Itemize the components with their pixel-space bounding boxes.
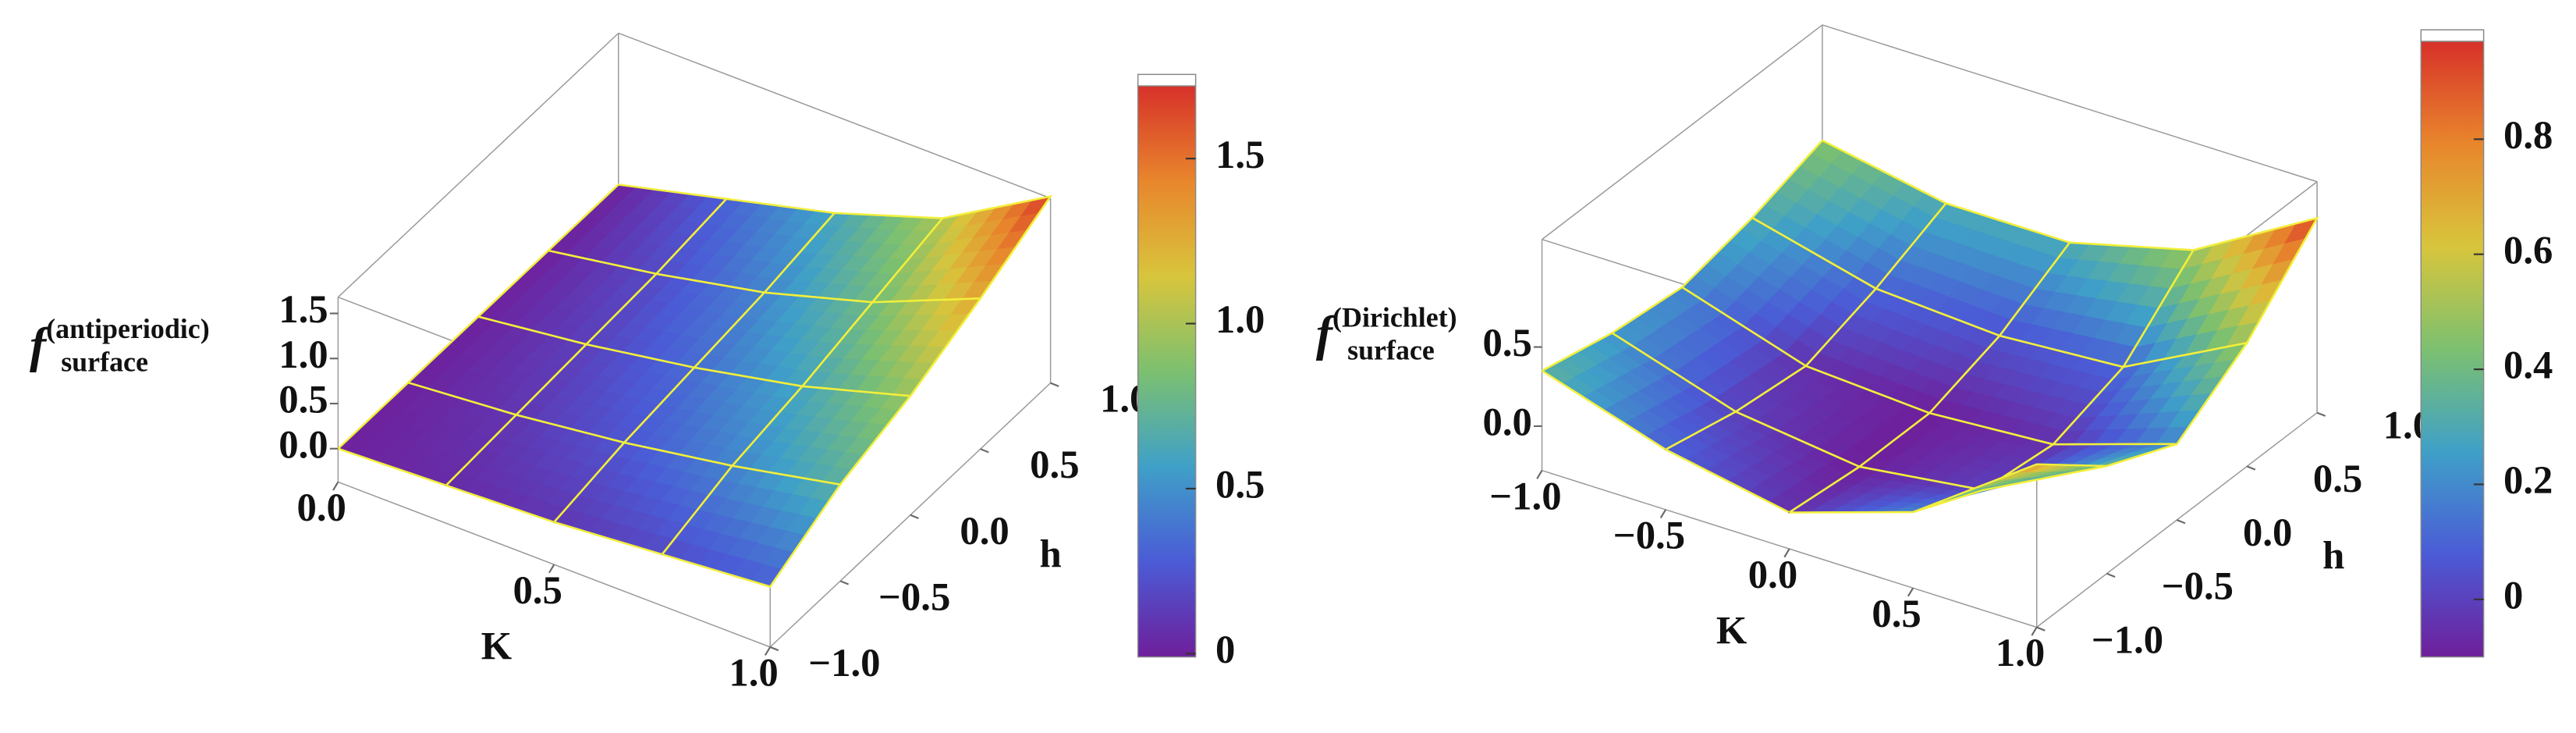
colorbar-tick-label: 0.2 bbox=[2503, 458, 2553, 502]
x-tick-label: 0.0 bbox=[297, 486, 346, 529]
y-tick-label: 0.0 bbox=[2243, 511, 2292, 554]
x-tick-label: 0.5 bbox=[1872, 592, 1921, 635]
x-tick-label: −1.0 bbox=[1489, 474, 1561, 518]
colorbar bbox=[2420, 41, 2485, 658]
z-tick-label: 0.5 bbox=[279, 378, 328, 422]
z-label-sup: (antiperiodic) bbox=[46, 313, 210, 344]
surface-chart: 0.00.51.0 −1.0−0.50.00.51.00.00.51.01.5Kh… bbox=[30, 32, 1265, 695]
colorbar-tick-label: 0.4 bbox=[2503, 343, 2553, 387]
x-tick bbox=[1536, 470, 1543, 479]
y-tick bbox=[2036, 626, 2046, 632]
z-label-sup: (Dirichlet) bbox=[1332, 302, 1457, 333]
y-tick-label: 0.5 bbox=[1030, 443, 1079, 486]
z-label-sub: surface bbox=[61, 347, 148, 378]
y-tick-label: −0.5 bbox=[2162, 564, 2234, 608]
x-tick bbox=[764, 646, 772, 656]
y-tick bbox=[2316, 411, 2326, 417]
y-tick bbox=[2246, 465, 2256, 471]
x-tick-label: 0.0 bbox=[1748, 553, 1797, 596]
z-tick-label: 1.0 bbox=[279, 333, 328, 376]
y-tick-label: −1.0 bbox=[808, 641, 880, 685]
x-tick bbox=[1659, 509, 1667, 518]
y-tick bbox=[1050, 382, 1059, 387]
box-edge bbox=[1542, 24, 1823, 240]
colorbar-tick-label: 0 bbox=[2503, 574, 2523, 617]
colorbar-cap bbox=[2420, 29, 2485, 42]
y-tick bbox=[769, 646, 779, 652]
x-tick bbox=[1783, 548, 1790, 558]
y-tick bbox=[910, 514, 919, 519]
colorbar-tick-label: 0.8 bbox=[2503, 113, 2553, 157]
box-edge bbox=[337, 32, 619, 298]
z-axis-label: f(antiperiodic) surface bbox=[30, 313, 210, 377]
x-tick-label: 0.5 bbox=[513, 568, 562, 612]
y-tick-label: 0.5 bbox=[2313, 457, 2362, 500]
y-tick-label: −0.5 bbox=[878, 575, 950, 618]
y-axis-label: h bbox=[2322, 533, 2344, 577]
x-tick bbox=[548, 564, 555, 574]
mesh-line bbox=[661, 464, 843, 588]
colorbar-tick-label: 1.5 bbox=[1215, 133, 1265, 176]
x-axis-label: K bbox=[481, 624, 513, 668]
z-axis-label: f(Dirichlet) surface bbox=[1316, 302, 1457, 366]
x-tick-label: 1.0 bbox=[1996, 631, 2045, 674]
y-tick bbox=[2177, 519, 2186, 525]
z-tick-label: 0.0 bbox=[279, 422, 328, 466]
surface-chart: −1.0−0.50.00.51.0 −1.0−0.50.00.51.00.00.5… bbox=[1316, 24, 2553, 674]
z-label-sub: surface bbox=[1347, 335, 1435, 366]
colorbar-tick-label: 0 bbox=[1215, 628, 1235, 671]
box-edge bbox=[1822, 24, 2318, 183]
x-tick-label: −0.5 bbox=[1613, 514, 1685, 557]
y-tick-label: −1.0 bbox=[2092, 617, 2163, 661]
mesh-line bbox=[1912, 463, 2107, 514]
y-axis-label: h bbox=[1039, 532, 1061, 575]
y-tick-label: 0.0 bbox=[960, 509, 1009, 553]
z-tick-label: 0.5 bbox=[1482, 321, 1531, 365]
colorbar-tick-label: 1.0 bbox=[1215, 297, 1265, 341]
y-tick bbox=[839, 580, 850, 585]
colorbar-tick-label: 0.6 bbox=[2503, 228, 2553, 272]
x-tick-label: 1.0 bbox=[729, 651, 778, 695]
colorbar bbox=[1137, 85, 1197, 658]
x-tick bbox=[2031, 626, 2038, 636]
colorbar-cap bbox=[1137, 73, 1197, 87]
y-tick bbox=[980, 448, 989, 454]
x-tick bbox=[332, 481, 339, 491]
x-tick bbox=[1907, 587, 1914, 597]
z-tick-label: 0.0 bbox=[1482, 400, 1531, 444]
colorbar-tick-label: 0.5 bbox=[1215, 463, 1265, 507]
box-edge bbox=[618, 32, 1051, 199]
x-axis-label: K bbox=[1716, 609, 1747, 653]
z-tick-label: 1.5 bbox=[279, 287, 328, 331]
y-tick bbox=[2106, 572, 2116, 578]
